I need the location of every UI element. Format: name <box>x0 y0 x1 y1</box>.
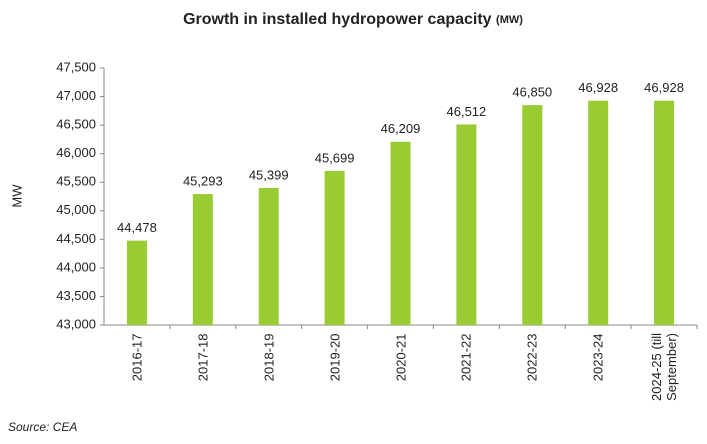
x-tick-label: 2017-18 <box>195 333 211 381</box>
value-label: 45,293 <box>183 173 223 188</box>
bar <box>126 240 147 325</box>
value-label: 46,928 <box>578 80 618 95</box>
y-tick-label: 44,500 <box>56 231 96 246</box>
value-label: 46,850 <box>512 85 552 100</box>
bar <box>324 170 345 325</box>
value-label: 46,209 <box>381 121 421 136</box>
x-tick-label: 2018-19 <box>261 333 277 381</box>
y-tick-label: 43,500 <box>56 288 96 303</box>
title-text: Growth in installed hydropower capacity <box>183 11 492 28</box>
y-tick-label: 45,000 <box>56 202 96 217</box>
source: Source: CEA <box>8 420 77 434</box>
value-label: 46,512 <box>447 104 487 119</box>
bar <box>522 105 543 325</box>
title-unit: (MW) <box>496 14 523 26</box>
x-tick-label: 2016-17 <box>129 333 145 381</box>
x-tick-label: 2021-22 <box>458 333 474 381</box>
value-label: 45,699 <box>315 150 355 165</box>
y-axis-label: MW <box>9 184 24 208</box>
y-tick-label: 46,500 <box>56 117 96 132</box>
x-tick-label: 2024-25 (till September) <box>649 333 680 401</box>
bar <box>588 100 609 325</box>
y-tick-label: 44,000 <box>56 259 96 274</box>
y-tick-label: 47,500 <box>56 59 96 74</box>
chart-title: Growth in installed hydropower capacity … <box>183 11 523 28</box>
x-tick-label: 2020-21 <box>393 333 408 381</box>
bar <box>456 124 477 325</box>
y-tick-label: 47,000 <box>56 88 96 103</box>
bar <box>258 187 279 325</box>
x-tick-label: 2022-23 <box>524 333 540 381</box>
value-label: 45,399 <box>249 167 289 182</box>
value-label: 46,928 <box>644 80 684 95</box>
x-tick-label: 2019-20 <box>327 333 343 381</box>
bar <box>192 194 213 325</box>
bar <box>390 141 411 325</box>
x-tick-label: 2023-24 <box>590 333 606 381</box>
bar <box>654 100 675 325</box>
y-tick-label: 46,000 <box>56 145 96 160</box>
value-label: 44,478 <box>117 220 157 235</box>
y-tick-label: 43,000 <box>56 316 96 331</box>
y-tick-label: 45,500 <box>56 174 96 189</box>
